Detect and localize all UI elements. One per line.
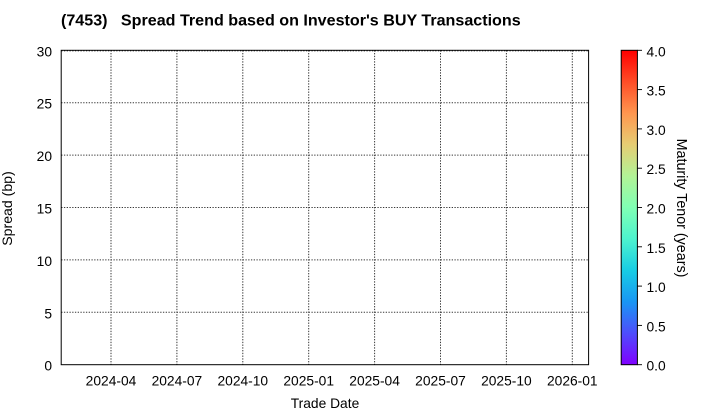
svg-text:1.5: 1.5 — [647, 241, 667, 256]
svg-text:1.0: 1.0 — [647, 280, 667, 295]
svg-text:2025-10: 2025-10 — [481, 374, 532, 389]
svg-text:4.0: 4.0 — [647, 44, 667, 59]
svg-text:20: 20 — [37, 149, 53, 164]
svg-text:10: 10 — [37, 254, 53, 269]
svg-text:2025-01: 2025-01 — [283, 374, 334, 389]
svg-text:2024-10: 2024-10 — [217, 374, 268, 389]
svg-text:5: 5 — [44, 306, 52, 321]
svg-text:0.5: 0.5 — [647, 319, 667, 334]
svg-text:Trade Date: Trade Date — [291, 396, 360, 411]
svg-text:3.0: 3.0 — [647, 123, 667, 138]
svg-text:Spread (bp): Spread (bp) — [0, 171, 15, 245]
svg-text:0.0: 0.0 — [647, 359, 667, 374]
svg-text:2024-07: 2024-07 — [152, 374, 203, 389]
svg-text:2026-01: 2026-01 — [547, 374, 598, 389]
svg-text:2025-07: 2025-07 — [415, 374, 466, 389]
svg-text:2024-04: 2024-04 — [86, 374, 137, 389]
svg-text:0: 0 — [44, 359, 52, 374]
svg-text:30: 30 — [37, 44, 53, 59]
svg-text:(7453) Spread Trend based on: (7453) Spread Trend based on Investor's … — [61, 12, 521, 30]
svg-text:25: 25 — [37, 97, 53, 112]
svg-text:3.5: 3.5 — [647, 84, 667, 99]
svg-text:2.0: 2.0 — [647, 202, 667, 217]
svg-text:2.5: 2.5 — [647, 162, 667, 177]
svg-text:15: 15 — [37, 202, 53, 217]
svg-text:Maturity Tenor (years): Maturity Tenor (years) — [673, 139, 689, 278]
svg-text:2025-04: 2025-04 — [349, 374, 400, 389]
